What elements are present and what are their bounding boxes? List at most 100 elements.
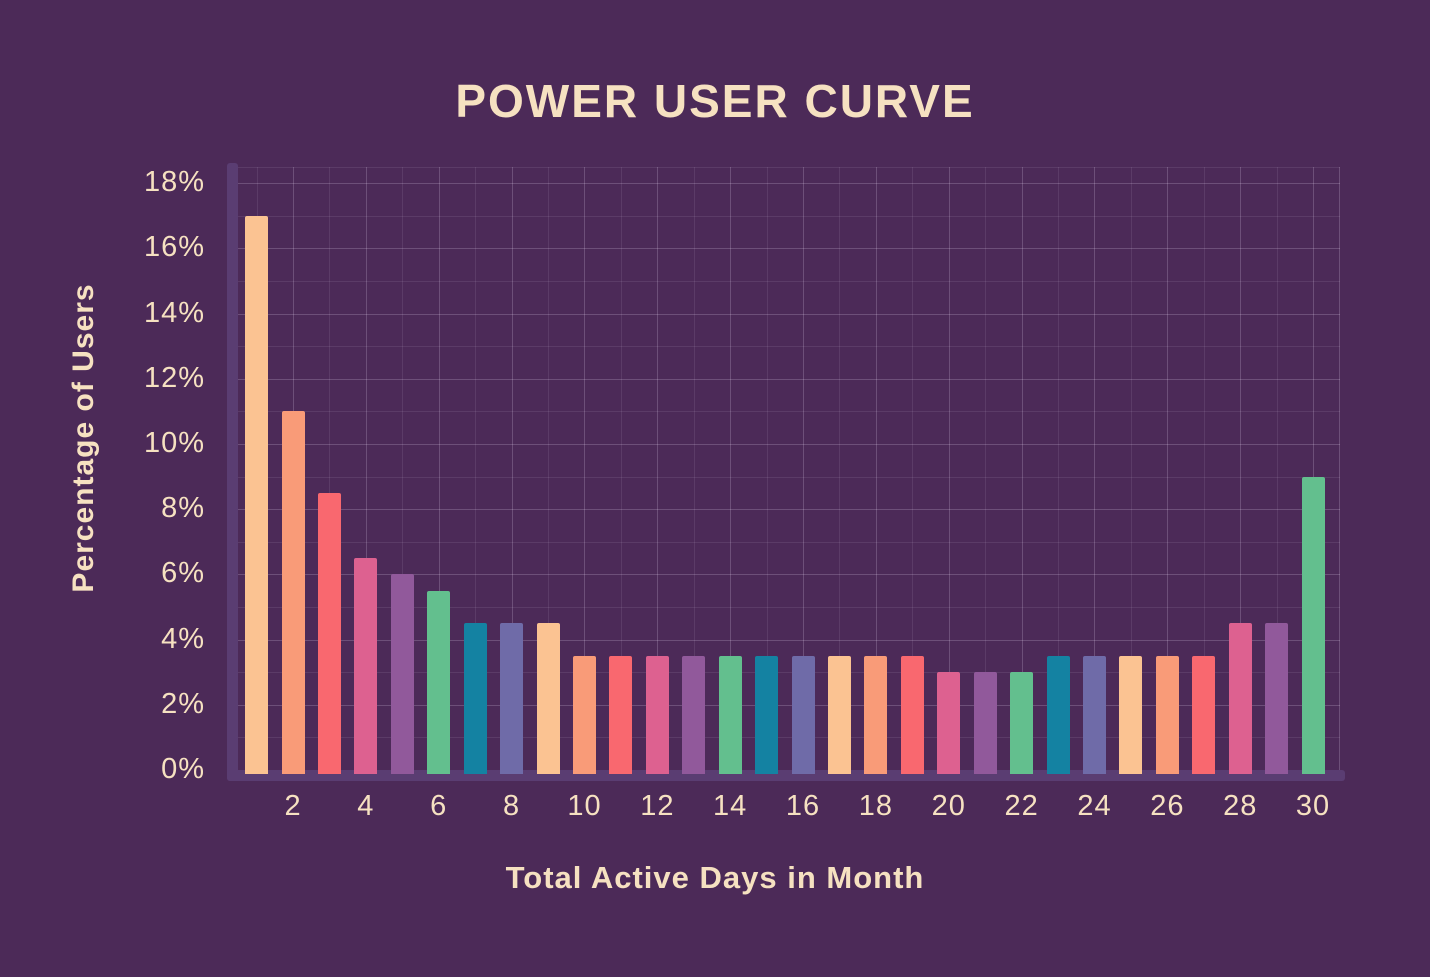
v-gridline-day-15 bbox=[766, 167, 768, 770]
h-gridline-16pct bbox=[238, 248, 1340, 250]
v-gridline-day-11 bbox=[620, 167, 622, 770]
h-gridline-18pct bbox=[238, 183, 1340, 185]
x-tick-day-8: 8 bbox=[503, 790, 521, 822]
x-tick-day-22: 22 bbox=[1004, 790, 1039, 822]
x-axis-line bbox=[227, 770, 1345, 781]
x-tick-day-26: 26 bbox=[1150, 790, 1185, 822]
bar-day-4 bbox=[354, 558, 378, 774]
h-gridline-2pct bbox=[238, 704, 1340, 706]
h-gridline-9pct bbox=[238, 476, 1340, 478]
v-gridline-day-23 bbox=[1058, 167, 1060, 770]
h-gridline-1pct bbox=[238, 737, 1340, 739]
v-gridline-day-13 bbox=[693, 167, 695, 770]
y-tick-6pct: 6% bbox=[161, 557, 205, 590]
x-tick-day-28: 28 bbox=[1223, 790, 1258, 822]
y-tick-8pct: 8% bbox=[161, 492, 205, 525]
h-gridline-top-edge bbox=[238, 167, 1340, 168]
v-gridline-day-24 bbox=[1094, 167, 1096, 770]
v-gridline-day-4 bbox=[365, 167, 367, 770]
x-tick-day-18: 18 bbox=[858, 790, 894, 822]
bar-day-11 bbox=[609, 655, 633, 774]
y-axis-title: Percentage of Users bbox=[67, 283, 100, 593]
bar-day-25 bbox=[1119, 655, 1143, 774]
h-gridline-7pct bbox=[238, 541, 1340, 543]
bar-day-21 bbox=[973, 672, 997, 774]
bar-day-14 bbox=[718, 655, 742, 774]
bar-day-1 bbox=[245, 215, 269, 774]
v-gridline-day-17 bbox=[839, 167, 841, 770]
bar-day-27 bbox=[1192, 655, 1216, 774]
x-tick-day-10: 10 bbox=[567, 790, 602, 822]
chart-title: POWER USER CURVE bbox=[455, 75, 975, 127]
h-gridline-8pct bbox=[238, 509, 1340, 511]
h-gridline-4pct bbox=[238, 639, 1340, 641]
y-axis-line bbox=[227, 163, 238, 781]
bar-day-10 bbox=[572, 655, 596, 774]
v-gridline-day-8 bbox=[511, 167, 513, 770]
bar-day-15 bbox=[755, 655, 779, 774]
v-gridline-day-27 bbox=[1203, 167, 1205, 770]
v-gridline-day-14 bbox=[730, 167, 732, 770]
x-tick-day-24: 24 bbox=[1077, 790, 1112, 822]
y-tick-16pct: 16% bbox=[143, 231, 205, 264]
v-gridline-day-12 bbox=[657, 167, 659, 770]
bar-day-24 bbox=[1082, 655, 1106, 774]
bar-day-22 bbox=[1010, 672, 1034, 774]
h-gridline-14pct bbox=[238, 313, 1340, 315]
bar-day-3 bbox=[317, 492, 341, 774]
plot-area bbox=[238, 167, 1340, 771]
v-gridline-day-28 bbox=[1240, 167, 1242, 770]
v-gridline-day-26 bbox=[1167, 167, 1169, 770]
bar-day-6 bbox=[427, 590, 451, 774]
y-tick-0pct: 0% bbox=[161, 753, 205, 785]
x-axis-title: Total Active Days in Month bbox=[505, 860, 925, 895]
bar-day-17 bbox=[827, 655, 851, 774]
y-tick-4pct: 4% bbox=[161, 622, 205, 655]
v-gridline-day-9 bbox=[548, 167, 550, 770]
x-tick-day-6: 6 bbox=[430, 790, 448, 822]
v-gridline-day-25 bbox=[1130, 167, 1132, 770]
v-gridline-day-22 bbox=[1021, 167, 1023, 770]
y-tick-18pct: 18% bbox=[143, 166, 205, 199]
v-gridline-day-21 bbox=[985, 167, 987, 770]
bar-day-28 bbox=[1228, 623, 1252, 774]
v-gridline-day-5 bbox=[402, 167, 404, 770]
bar-day-19 bbox=[900, 655, 924, 774]
bar-day-9 bbox=[536, 623, 560, 774]
bar-day-30 bbox=[1301, 476, 1325, 774]
v-gridline-day-10 bbox=[584, 167, 586, 770]
x-tick-day-30: 30 bbox=[1295, 790, 1331, 822]
h-gridline-13pct bbox=[238, 346, 1340, 348]
bar-day-13 bbox=[682, 655, 706, 774]
h-gridline-5pct bbox=[238, 607, 1340, 609]
v-gridline-day-29 bbox=[1276, 167, 1278, 770]
x-tick-day-4: 4 bbox=[357, 790, 375, 822]
x-tick-day-2: 2 bbox=[284, 790, 302, 822]
h-gridline-3pct bbox=[238, 672, 1340, 674]
bar-day-16 bbox=[791, 655, 815, 774]
y-tick-2pct: 2% bbox=[161, 687, 205, 720]
y-tick-14pct: 14% bbox=[143, 296, 205, 329]
v-gridline-day-20 bbox=[948, 167, 950, 770]
x-tick-day-12: 12 bbox=[640, 790, 675, 822]
h-gridline-11pct bbox=[238, 411, 1340, 413]
v-gridline-day-6 bbox=[438, 167, 440, 770]
bar-day-18 bbox=[864, 655, 888, 774]
x-tick-day-14: 14 bbox=[713, 790, 748, 822]
v-gridline-day-7 bbox=[475, 167, 477, 770]
v-gridline-day-3 bbox=[329, 167, 331, 770]
y-tick-12pct: 12% bbox=[143, 361, 205, 394]
v-gridline-day-19 bbox=[912, 167, 914, 770]
h-gridline-15pct bbox=[238, 281, 1340, 283]
v-gridline-day-30 bbox=[1313, 167, 1315, 770]
h-gridline-17pct bbox=[238, 215, 1340, 217]
bar-day-29 bbox=[1265, 623, 1289, 774]
bar-day-20 bbox=[937, 672, 961, 774]
h-gridline-10pct bbox=[238, 444, 1340, 446]
bar-day-7 bbox=[463, 623, 487, 774]
h-gridline-12pct bbox=[238, 378, 1340, 380]
y-tick-10pct: 10% bbox=[143, 427, 205, 460]
bar-day-2 bbox=[281, 411, 305, 774]
v-gridline-day-18 bbox=[875, 167, 877, 770]
